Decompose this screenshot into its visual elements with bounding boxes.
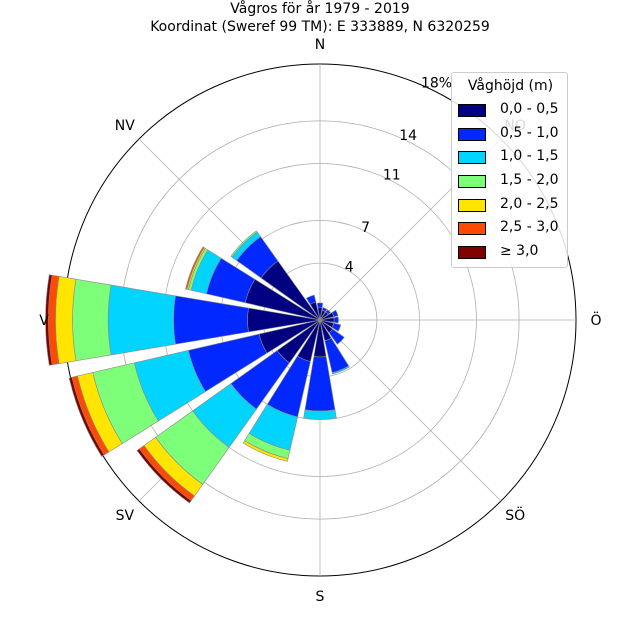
legend-label: 1,0 - 1,5 (500, 148, 559, 164)
rose-bar-segment (72, 278, 112, 362)
rose-bar-segment (331, 309, 339, 318)
grid-spoke (319, 319, 502, 502)
chart-subtitle: Koordinat (Sweref 99 TM): E 333889, N 63… (150, 19, 490, 35)
rose-bar-segment (173, 295, 249, 345)
rose-bar-segment (331, 322, 342, 332)
direction-label: N (315, 37, 325, 53)
rose-bar-segment (242, 440, 289, 462)
legend-label: 1,5 - 2,0 (500, 172, 559, 188)
legend-label: 2,0 - 2,5 (500, 196, 559, 212)
radial-tick-label: 4 (345, 259, 354, 275)
rose-bar-segment (306, 294, 317, 305)
rose-bar-segment (331, 365, 350, 375)
rose-bar-segment (303, 409, 337, 420)
direction-label: SÖ (505, 506, 525, 524)
legend-title: Våghöjd (m) (467, 78, 554, 94)
legend-swatch (458, 128, 486, 141)
legend-swatch (458, 175, 486, 188)
rose-bar-segment (68, 376, 105, 457)
direction-label: Ö (590, 311, 601, 329)
legend-label: 0,0 - 0,5 (500, 101, 559, 117)
chart-title: Vågros för år 1979 - 2019 (230, 1, 410, 17)
rose-bar-segment (185, 246, 205, 290)
rose-bars (45, 230, 350, 504)
legend-swatch (458, 246, 486, 259)
polar-grid (63, 63, 577, 577)
radial-tick-label: 14 (399, 128, 417, 144)
legend-swatch (458, 151, 486, 164)
legend-swatch (458, 199, 486, 212)
direction-label: S (316, 589, 325, 605)
rose-bar-segment (45, 274, 53, 366)
radial-tick-label: 11 (383, 167, 401, 183)
direction-label: NV (115, 118, 135, 134)
direction-label: SV (116, 508, 135, 524)
rose-bar-segment (325, 309, 331, 315)
rose-bar-segment (316, 302, 324, 308)
radial-tick-label: 18% (421, 75, 452, 91)
rose-bar-segment (333, 316, 339, 324)
legend-label: 0,5 - 1,0 (500, 125, 559, 141)
rose-bar-segment (321, 307, 328, 312)
legend: Våghöjd (m) 0,0 - 0,5 0,5 - 1,0 1,0 - 1,… (451, 72, 568, 268)
rose-bar-segment (107, 284, 176, 356)
rose-bar-segment (328, 328, 345, 345)
rose-bar-segment (136, 448, 192, 504)
radial-tick-label: 7 (361, 220, 370, 236)
legend-swatch (458, 222, 486, 235)
direction-label: V (39, 313, 49, 329)
legend-label: ≥ 3,0 (500, 243, 539, 259)
rose-bar-segment (230, 230, 258, 258)
legend-swatch (458, 104, 486, 117)
legend-label: 2,5 - 3,0 (500, 219, 559, 235)
